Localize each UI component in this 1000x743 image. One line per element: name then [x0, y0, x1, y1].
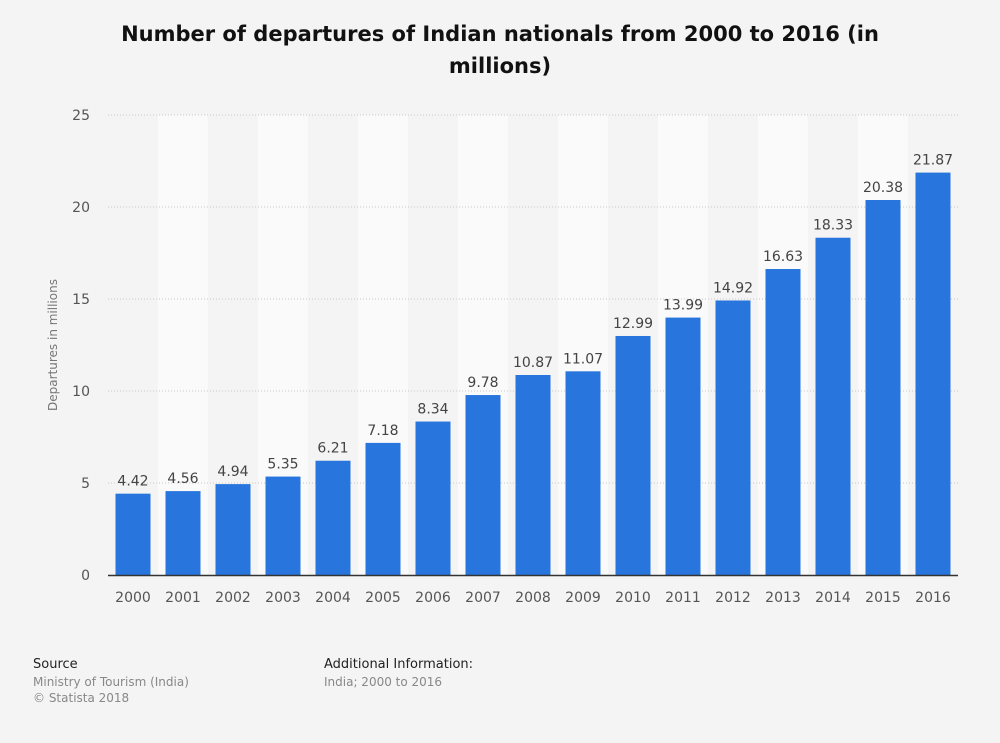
- bar[interactable]: [415, 421, 451, 575]
- value-labels: 4.42 4.56 4.94 5.35 6.21 7.18 8.34 9.78 10.87 11.…: [117, 153, 953, 490]
- bar-value-label: 16.63: [763, 249, 803, 265]
- source-heading: Source: [33, 657, 78, 672]
- bar-value-label: 14.92: [713, 280, 753, 296]
- bar[interactable]: [565, 371, 601, 575]
- bar-value-label: 4.94: [217, 464, 248, 480]
- x-tick-label: 2005: [365, 590, 401, 606]
- x-tick-label: 2012: [715, 590, 751, 606]
- x-tick-label: 2010: [615, 590, 651, 606]
- x-tick-label: 2004: [315, 590, 351, 606]
- bar-value-label: 12.99: [613, 316, 653, 332]
- bar[interactable]: [365, 442, 401, 575]
- bar-value-label: 11.07: [563, 351, 603, 367]
- bar[interactable]: [465, 395, 501, 575]
- bar[interactable]: [665, 317, 701, 575]
- chart-title: Number of departures of Indian nationals…: [121, 22, 879, 78]
- bar[interactable]: [815, 237, 851, 575]
- additional-info-text: India; 2000 to 2016: [324, 675, 443, 689]
- bar-chart: 0 5 10 15 20 25 4.42 4.56 4.94 5.35 6.21 7.18 8.34 9…: [46, 108, 958, 606]
- x-tick-label: 2008: [515, 590, 551, 606]
- x-tick-label: 2011: [665, 590, 701, 606]
- y-tick-label: 20: [72, 200, 90, 216]
- x-tick-label: 2002: [215, 590, 251, 606]
- y-axis-label: Departures in millions: [46, 279, 60, 411]
- x-tick-label: 2014: [815, 590, 851, 606]
- bar[interactable]: [315, 460, 351, 575]
- bar[interactable]: [715, 300, 751, 575]
- y-axis-ticks: 0 5 10 15 20 25: [72, 108, 90, 584]
- x-axis-ticks: 2000 2001 2002 2003 2004 2005 2006 2007 2008 2009…: [115, 590, 951, 606]
- copyright-text: © Statista 2018: [33, 691, 130, 705]
- bar[interactable]: [165, 491, 201, 575]
- bars: [115, 172, 951, 576]
- bar[interactable]: [515, 374, 551, 575]
- x-tick-label: 2016: [915, 590, 951, 606]
- x-tick-label: 2000: [115, 590, 151, 606]
- bar-value-label: 20.38: [863, 180, 903, 196]
- source-name: Ministry of Tourism (India): [33, 675, 189, 689]
- x-tick-label: 2009: [565, 590, 601, 606]
- bar-value-label: 10.87: [513, 355, 553, 371]
- additional-info-heading: Additional Information:: [324, 657, 474, 672]
- bar-value-label: 18.33: [813, 218, 853, 234]
- bar-value-label: 13.99: [663, 298, 703, 314]
- x-tick-label: 2001: [165, 590, 201, 606]
- bar[interactable]: [115, 493, 151, 575]
- bar[interactable]: [865, 200, 901, 575]
- bar[interactable]: [215, 484, 251, 575]
- bar-value-label: 7.18: [367, 423, 398, 439]
- bar-value-label: 4.42: [117, 474, 148, 490]
- y-tick-label: 5: [81, 476, 90, 492]
- bar[interactable]: [765, 269, 801, 575]
- bar-value-label: 5.35: [267, 457, 298, 473]
- x-tick-label: 2007: [465, 590, 501, 606]
- bar-value-label: 9.78: [467, 375, 498, 391]
- x-tick-label: 2013: [765, 590, 801, 606]
- y-tick-label: 15: [72, 292, 90, 308]
- bar-value-label: 8.34: [417, 402, 448, 418]
- bar[interactable]: [615, 335, 651, 575]
- x-tick-label: 2003: [265, 590, 301, 606]
- y-tick-label: 0: [81, 568, 90, 584]
- x-tick-label: 2006: [415, 590, 451, 606]
- x-tick-label: 2015: [865, 590, 901, 606]
- bar-value-label: 21.87: [913, 153, 953, 169]
- bar-value-label: 6.21: [317, 441, 348, 457]
- y-tick-label: 10: [72, 384, 90, 400]
- y-tick-label: 25: [72, 108, 90, 124]
- bar-value-label: 4.56: [167, 471, 198, 487]
- bar[interactable]: [915, 172, 951, 576]
- bar[interactable]: [265, 476, 301, 575]
